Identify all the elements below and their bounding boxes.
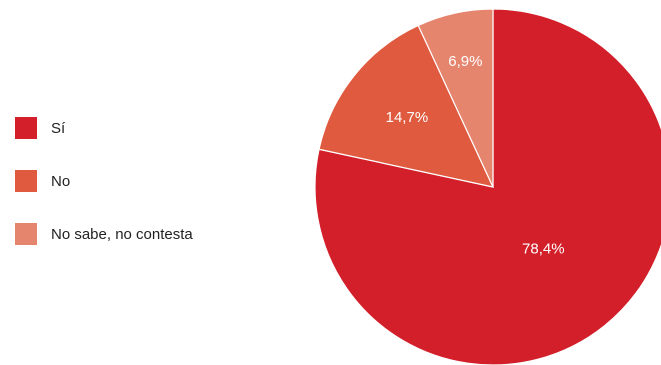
pie-label-no-sabe: 6,9%	[448, 53, 482, 70]
legend-swatch-no-sabe	[15, 223, 37, 245]
pie-label-no: 14,7%	[386, 109, 429, 126]
pie-slice-labels: 78,4% 14,7% 6,9%	[386, 53, 565, 258]
legend-label-no-sabe: No sabe, no contesta	[51, 225, 193, 243]
legend-item-no: No	[15, 169, 275, 193]
legend-label-no: No	[51, 172, 71, 190]
legend-item-si: Sí	[15, 116, 275, 140]
legend-item-no-sabe: No sabe, no contesta	[15, 222, 275, 246]
legend-swatch-no	[15, 170, 37, 192]
chart-legend: Sí No No sabe, no contesta	[15, 116, 275, 275]
legend-label-si: Sí	[51, 119, 66, 137]
pie-label-si: 78,4%	[522, 240, 565, 257]
pie-slice-si	[314, 8, 661, 365]
pie-slice-no	[318, 24, 495, 188]
pie-slices	[314, 8, 661, 365]
legend-swatch-si	[15, 117, 37, 139]
pie-slice-no-sabe	[417, 8, 494, 188]
